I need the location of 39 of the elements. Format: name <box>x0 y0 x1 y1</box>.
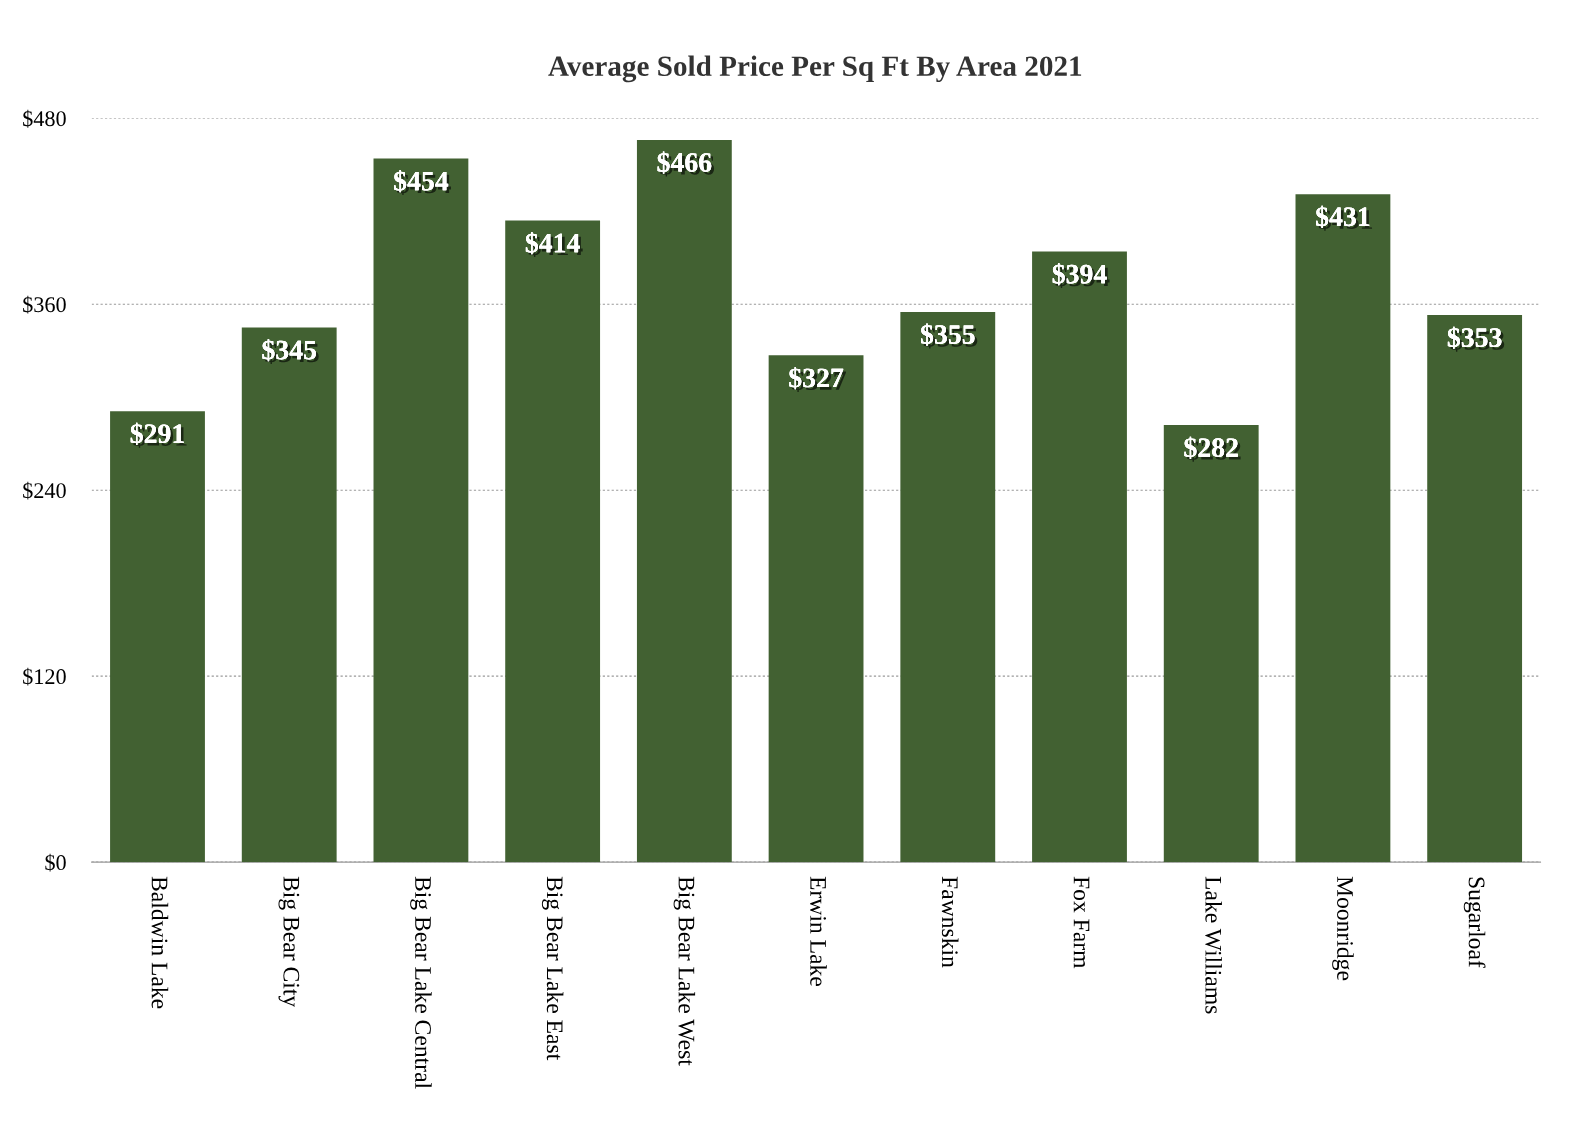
y-tick-label: $360 <box>23 295 66 314</box>
y-tick-label: $240 <box>23 481 66 500</box>
data-label: $454 <box>394 170 451 196</box>
x-tick-label: Fawnskin <box>941 876 959 968</box>
x-tick-label: Erwin Lake <box>810 876 827 987</box>
x-tick-label: Big Bear City <box>278 876 300 1008</box>
bar <box>373 158 469 863</box>
bar <box>1427 315 1523 863</box>
bar <box>241 327 337 863</box>
data-label: $327 <box>789 366 846 392</box>
data-label: $431 <box>1316 205 1373 231</box>
data-label: $394 <box>1052 263 1110 289</box>
bar <box>1032 251 1127 863</box>
bar <box>636 139 732 863</box>
x-tick-label: Fox Farm <box>1073 876 1090 969</box>
data-label: $353 <box>1447 326 1505 352</box>
chart-title: Average Sold Price Per Sq Ft By Area 2021 <box>548 55 1082 83</box>
data-label: $282 <box>1184 436 1241 462</box>
y-tick-label: $120 <box>23 667 66 686</box>
data-label: $355 <box>921 323 978 349</box>
bar <box>1163 425 1259 863</box>
y-tick-label: $480 <box>23 109 66 128</box>
bar <box>900 311 996 863</box>
x-tick-label: Moonridge <box>1332 876 1354 981</box>
x-tick-label: Big Bear Lake West <box>673 876 696 1066</box>
bar <box>768 355 864 863</box>
data-label: $414 <box>525 232 583 258</box>
x-tick-label: Baldwin Lake <box>151 876 169 1009</box>
x-tick-label: Sugarloaf <box>1463 877 1486 968</box>
bar <box>1295 194 1391 863</box>
bar <box>505 220 601 863</box>
bar <box>110 411 205 863</box>
y-tick-label: $0 <box>45 853 66 872</box>
data-label: $466 <box>657 151 715 177</box>
data-label: $345 <box>262 339 319 365</box>
data-label: $291 <box>130 422 187 448</box>
x-tick-label: Big Bear Lake East <box>541 876 564 1061</box>
x-tick-label: Lake Williams <box>1205 876 1222 1014</box>
x-tick-label: Big Bear Lake Central <box>410 876 432 1089</box>
